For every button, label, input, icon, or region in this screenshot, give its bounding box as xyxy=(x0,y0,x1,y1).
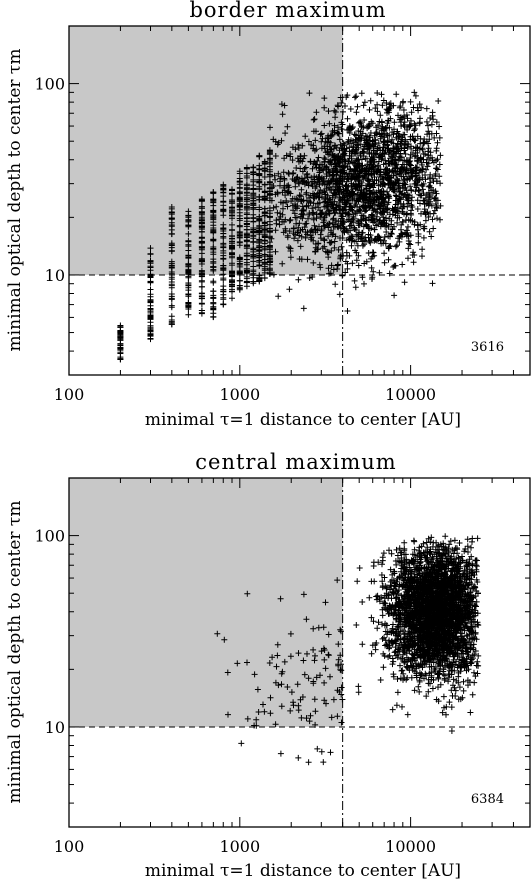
x-tick-label: 100 xyxy=(54,385,85,404)
y-tick-label: 100 xyxy=(34,75,65,94)
panel-border-maximum: border maximum 100 1000 10000 10 100 361… xyxy=(5,0,531,430)
chart-title: border maximum xyxy=(189,0,386,22)
y-tick-label: 10 xyxy=(45,266,65,285)
data-point-markers xyxy=(270,89,441,270)
shaded-region xyxy=(69,478,343,727)
y-axis-label: minimal optical depth to center τm xyxy=(5,501,25,804)
y-tick-label: 100 xyxy=(34,527,65,546)
panel-central-maximum: central maximum 100 1000 10000 10 100 63… xyxy=(5,450,531,881)
x-tick-label: 1000 xyxy=(219,385,260,404)
point-count-label: 3616 xyxy=(471,340,504,355)
axis-ticks xyxy=(68,477,531,828)
point-count-label: 6384 xyxy=(471,792,504,807)
plot-frame xyxy=(68,477,531,828)
plot-frame xyxy=(68,25,531,376)
x-axis-label: minimal τ=1 distance to center [AU] xyxy=(145,861,461,881)
x-tick-label: 100 xyxy=(54,837,85,856)
scatter-points xyxy=(214,533,482,766)
x-tick-label: 10000 xyxy=(385,837,436,856)
y-tick-label: 10 xyxy=(45,718,65,737)
x-tick-label: 1000 xyxy=(219,837,260,856)
data-point-markers xyxy=(214,537,480,766)
y-axis-label: minimal optical depth to center τm xyxy=(5,49,25,352)
data-point-markers xyxy=(272,100,443,287)
x-tick-label: 10000 xyxy=(385,385,436,404)
chart-title: central maximum xyxy=(195,450,396,474)
scatter-points xyxy=(117,89,444,363)
x-axis-label: minimal τ=1 distance to center [AU] xyxy=(145,410,461,430)
axis-ticks xyxy=(68,25,531,376)
